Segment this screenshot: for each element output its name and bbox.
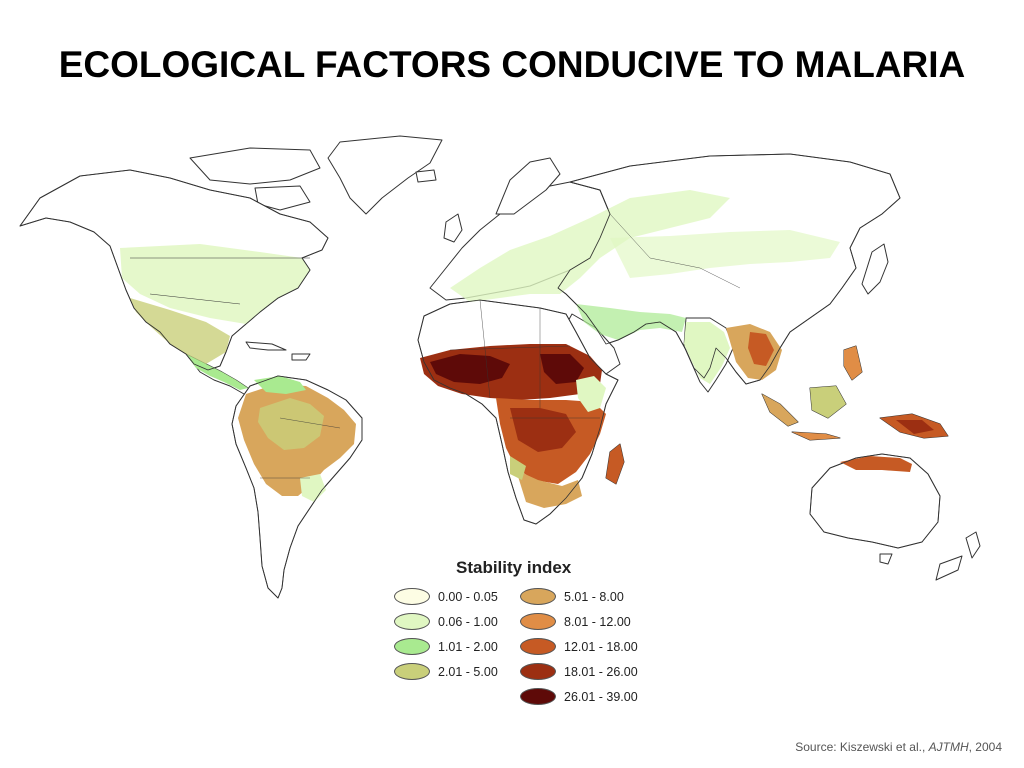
legend-label: 0.06 - 1.00: [438, 614, 498, 629]
legend: Stability index 0.00 - 0.05 0.06 - 1.00 …: [390, 556, 670, 721]
source-suffix: , 2004: [968, 740, 1002, 754]
legend-label: 8.01 - 12.00: [564, 614, 631, 629]
hispaniola: [291, 353, 311, 361]
new-zealand-north: [965, 531, 981, 559]
source-citation: Source: Kiszewski et al., AJTMH, 2004: [795, 740, 1002, 754]
legend-item: 8.01 - 12.00: [520, 613, 631, 630]
legend-item: 26.01 - 39.00: [520, 688, 638, 705]
world-map: [10, 118, 1014, 720]
legend-item: 18.01 - 26.00: [520, 663, 638, 680]
cuba: [245, 341, 287, 351]
tasmania: [879, 553, 893, 565]
arctic-islands: [189, 147, 321, 185]
source-prefix: Source: Kiszewski et al.,: [795, 740, 929, 754]
greenland: [327, 135, 443, 215]
legend-item: 0.06 - 1.00: [394, 613, 498, 630]
iceland: [415, 169, 437, 183]
legend-label: 5.01 - 8.00: [564, 589, 624, 604]
uk: [443, 213, 463, 243]
legend-item: 0.00 - 0.05: [394, 588, 498, 605]
legend-swatch: [520, 638, 556, 655]
legend-label: 1.01 - 2.00: [438, 639, 498, 654]
new-zealand-south: [935, 555, 963, 581]
legend-label: 2.01 - 5.00: [438, 664, 498, 679]
legend-label: 12.01 - 18.00: [564, 639, 638, 654]
slide-title: ECOLOGICAL FACTORS CONDUCIVE TO MALARIA: [58, 44, 966, 85]
legend-label: 0.00 - 0.05: [438, 589, 498, 604]
legend-swatch: [394, 663, 430, 680]
source-journal: AJTMH: [928, 740, 969, 754]
legend-label: 26.01 - 39.00: [564, 689, 638, 704]
legend-swatch: [394, 638, 430, 655]
legend-title: Stability index: [456, 558, 572, 577]
japan: [861, 243, 889, 295]
legend-swatch: [520, 663, 556, 680]
arctic-islands-2: [254, 185, 311, 211]
legend-swatch: [520, 688, 556, 705]
legend-swatch: [394, 588, 430, 605]
scandinavia: [495, 157, 561, 215]
legend-swatch: [520, 588, 556, 605]
legend-item: 1.01 - 2.00: [394, 638, 498, 655]
legend-item: 5.01 - 8.00: [520, 588, 624, 605]
legend-swatch: [394, 613, 430, 630]
legend-label: 18.01 - 26.00: [564, 664, 638, 679]
legend-swatch: [520, 613, 556, 630]
legend-item: 2.01 - 5.00: [394, 663, 498, 680]
legend-item: 12.01 - 18.00: [520, 638, 638, 655]
